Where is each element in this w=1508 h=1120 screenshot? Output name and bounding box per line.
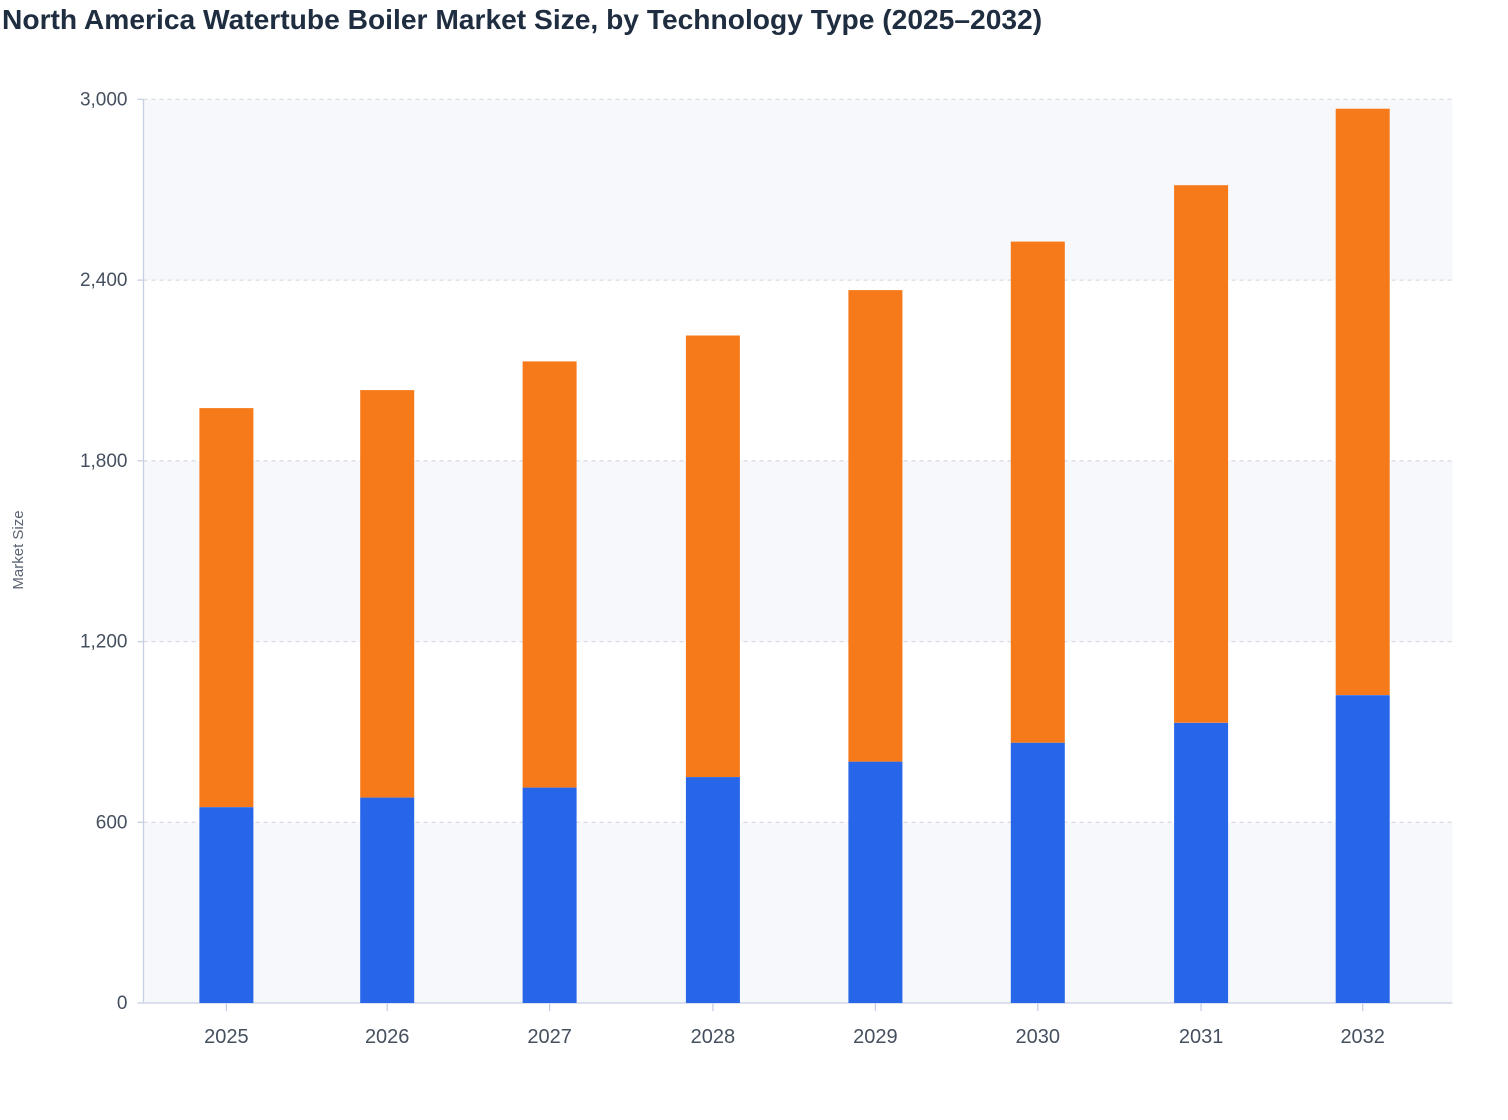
svg-text:2028: 2028 (691, 1026, 736, 1048)
svg-text:2027: 2027 (527, 1026, 572, 1048)
svg-text:1,800: 1,800 (80, 451, 128, 472)
svg-text:2,400: 2,400 (80, 270, 128, 291)
svg-text:2031: 2031 (1179, 1026, 1224, 1048)
svg-text:600: 600 (96, 812, 128, 833)
svg-text:2026: 2026 (365, 1026, 410, 1048)
svg-text:2030: 2030 (1016, 1026, 1061, 1048)
svg-text:3,000: 3,000 (80, 89, 128, 110)
svg-text:2025: 2025 (204, 1026, 249, 1048)
svg-text:2032: 2032 (1340, 1026, 1385, 1048)
svg-text:1,200: 1,200 (80, 632, 128, 653)
svg-text:0: 0 (117, 993, 128, 1014)
svg-text:2029: 2029 (853, 1026, 898, 1048)
